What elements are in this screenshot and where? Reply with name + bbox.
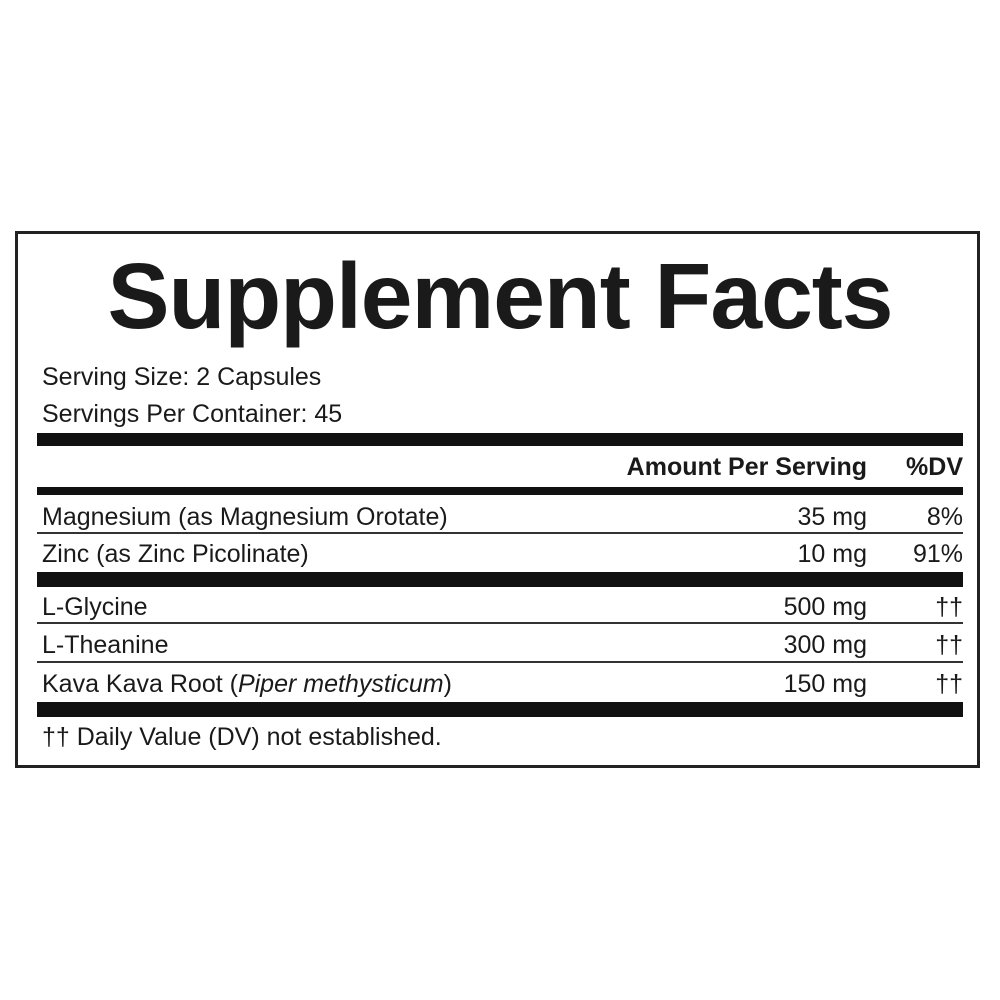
serving-size: Serving Size: 2 Capsules — [42, 363, 322, 391]
row-amount: 300 mg — [783, 631, 867, 659]
row-dv: †† — [935, 593, 963, 621]
header-dv: %DV — [906, 453, 963, 481]
row-amount: 35 mg — [797, 503, 867, 531]
row-name-text: Kava Kava Root ( — [42, 670, 238, 698]
row-name-latin: Piper methysticum — [237, 670, 444, 698]
divider-thick — [37, 702, 963, 717]
divider-thin — [37, 532, 963, 534]
row-name: L-Glycine — [42, 593, 148, 621]
row-amount: 150 mg — [783, 670, 867, 698]
divider-medium — [37, 487, 963, 495]
row-dv: †† — [935, 670, 963, 698]
header-amount: Amount Per Serving — [626, 453, 867, 481]
row-dv: †† — [935, 631, 963, 659]
divider-thin — [37, 622, 963, 624]
panel-title: Supplement Facts — [107, 244, 894, 348]
divider-thin — [37, 661, 963, 663]
row-amount: 10 mg — [797, 540, 867, 568]
footnote: †† Daily Value (DV) not established. — [42, 723, 442, 751]
servings-per-container: Servings Per Container: 45 — [42, 400, 343, 428]
row-amount: 500 mg — [783, 593, 867, 621]
supplement-facts-panel — [15, 231, 980, 768]
divider-thick — [37, 433, 963, 446]
row-name: L-Theanine — [42, 631, 169, 659]
row-name: Zinc (as Zinc Picolinate) — [42, 540, 309, 568]
divider-thick — [37, 572, 963, 587]
row-dv: 8% — [926, 503, 963, 531]
row-name-end: ) — [443, 670, 452, 698]
row-name: Kava Kava Root (Piper methysticum) — [42, 669, 452, 699]
row-name: Magnesium (as Magnesium Orotate) — [42, 503, 448, 531]
row-dv: 91% — [912, 540, 963, 568]
